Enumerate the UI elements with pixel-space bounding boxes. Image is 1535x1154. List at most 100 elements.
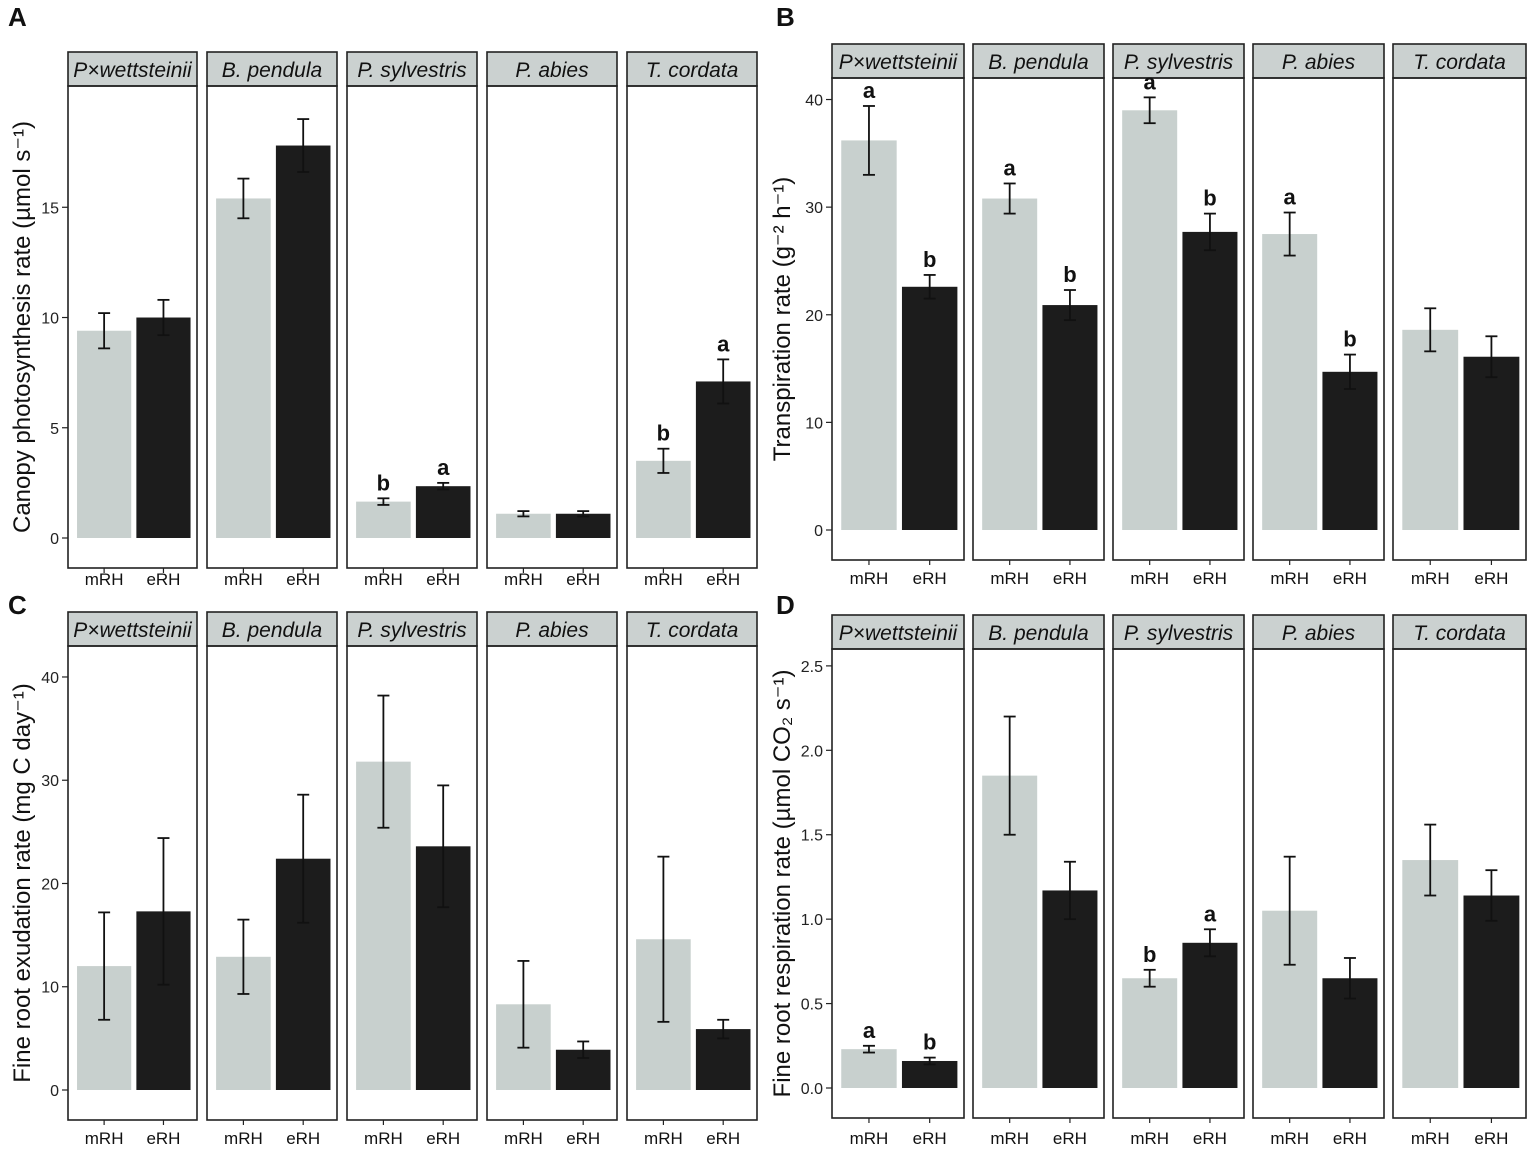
x-tick-label: eRH: [913, 1129, 947, 1148]
facet-plot-border: [972, 648, 1105, 1119]
bar-mrh: [1262, 234, 1318, 531]
bar-erh: [1042, 305, 1098, 530]
x-tick-label: eRH: [1193, 1129, 1227, 1148]
facet-strip: [626, 51, 758, 87]
facet-title: P. sylvestris: [1124, 622, 1234, 645]
panel-c: C Fine root exudation rate (mg C day⁻¹) 0 1…: [8, 590, 758, 1148]
panel-d: D Fine root respiration rate (µmol CO₂ s⁻…: [769, 590, 1527, 1148]
panel-letter: A: [8, 2, 27, 32]
bar-erh: [695, 381, 751, 538]
facet-strip: [1392, 614, 1527, 650]
facet-plot-border: [1252, 648, 1385, 1119]
bar-erh: [901, 286, 958, 530]
facet: P. sylvestris b mRH a eRH: [346, 51, 478, 589]
facet-plot-border: [67, 85, 198, 569]
y-tick-label: 10: [41, 980, 59, 997]
y-tick-label: 0: [50, 1083, 59, 1100]
facet-plot-border: [626, 85, 758, 569]
facet-strip: [1112, 614, 1245, 650]
x-tick-label: mRH: [1130, 569, 1169, 588]
bar-mrh: [841, 1049, 897, 1088]
bar-mrh: [982, 198, 1038, 531]
y-tick-label: 15: [41, 200, 59, 217]
facet-title: P. abies: [515, 59, 589, 82]
facet-plot-border: [1252, 77, 1385, 561]
x-tick-label: eRH: [286, 1129, 320, 1148]
bar-erh: [275, 145, 331, 538]
y-tick-label: 40: [41, 670, 59, 687]
panel-a: A Canopy photosynthesis rate (µmol s⁻¹) 0 5…: [8, 2, 758, 589]
facet-title: P. abies: [515, 619, 589, 642]
significance-label: a: [1144, 69, 1157, 94]
facet-strip: [972, 614, 1105, 650]
facet-strip: [831, 43, 965, 79]
facet-plot-border: [626, 645, 758, 1121]
facet-strip: [1252, 43, 1385, 79]
facet-strip: [1112, 43, 1245, 79]
panel-letter: D: [776, 590, 795, 620]
x-tick-label: mRH: [1130, 1129, 1169, 1148]
facet-plot-border: [486, 645, 618, 1121]
facet: P. sylvestris b mRH a eRH: [1112, 614, 1245, 1148]
x-tick-label: mRH: [990, 569, 1029, 588]
facet-strip: [206, 611, 338, 647]
facet-title: T. cordata: [646, 59, 739, 82]
x-tick-label: mRH: [504, 1129, 543, 1148]
x-tick-label: eRH: [706, 1129, 740, 1148]
facet-plot-border: [206, 645, 338, 1121]
panel-letter: C: [8, 590, 27, 620]
y-tick-label: 30: [805, 200, 823, 217]
bar-mrh: [496, 513, 551, 538]
x-tick-label: mRH: [1270, 1129, 1309, 1148]
significance-label: b: [377, 470, 390, 495]
facet-plot-border: [486, 85, 618, 569]
facet: T. cordata mRH eRH: [1392, 614, 1527, 1148]
x-tick-label: eRH: [146, 1129, 180, 1148]
bar-erh: [1463, 895, 1520, 1088]
facet: T. cordata mRH eRH: [626, 611, 758, 1148]
y-tick-label: 0: [814, 523, 823, 540]
y-tick-label: 0.0: [801, 1081, 823, 1098]
facet-title: P×wettsteinii: [73, 59, 193, 82]
y-axis-label: Transpiration rate (g⁻² h⁻¹): [769, 177, 796, 462]
y-axis-label: Fine root exudation rate (mg C day⁻¹): [9, 683, 36, 1083]
facet-strip: [67, 51, 198, 87]
y-tick-label: 10: [41, 311, 59, 328]
facet-plot-border: [1392, 648, 1527, 1119]
facet-plot-border: [346, 85, 478, 569]
facet-plot-border: [831, 648, 965, 1119]
bar-erh: [136, 317, 191, 538]
facet: P. abies mRH eRH: [486, 51, 618, 589]
facet-plot-border: [831, 77, 965, 561]
significance-label: b: [923, 247, 936, 272]
facet-strip: [346, 51, 478, 87]
facet-plot-border: [1112, 77, 1245, 561]
x-tick-label: eRH: [1053, 1129, 1087, 1148]
x-tick-label: eRH: [1333, 1129, 1367, 1148]
facet-title: P×wettsteinii: [839, 51, 959, 74]
facet-title: P×wettsteinii: [73, 619, 193, 642]
y-tick-label: 2.5: [801, 659, 823, 676]
significance-label: b: [657, 421, 670, 446]
bar-erh: [901, 1060, 958, 1088]
panel-letter: B: [776, 2, 795, 32]
bar-erh: [555, 513, 611, 538]
x-tick-label: mRH: [224, 570, 263, 589]
x-tick-label: mRH: [224, 1129, 263, 1148]
bar-mrh: [216, 198, 271, 538]
x-tick-label: mRH: [85, 1129, 124, 1148]
facet-strip: [486, 51, 618, 87]
significance-label: a: [1204, 901, 1217, 926]
y-tick-label: 20: [805, 308, 823, 325]
bar-mrh: [77, 330, 132, 538]
x-tick-label: eRH: [146, 570, 180, 589]
significance-label: b: [1203, 186, 1216, 211]
facet: P. abies mRH eRH: [1252, 614, 1385, 1148]
significance-label: a: [437, 455, 450, 480]
y-axis-label: Fine root respiration rate (µmol CO₂ s⁻¹…: [769, 670, 796, 1098]
facet: P×wettsteinii a mRH b eRH: [831, 614, 965, 1148]
facet-title: P. sylvestris: [1124, 51, 1234, 74]
y-tick-label: 1.5: [801, 828, 823, 845]
bar-erh: [1182, 942, 1238, 1088]
